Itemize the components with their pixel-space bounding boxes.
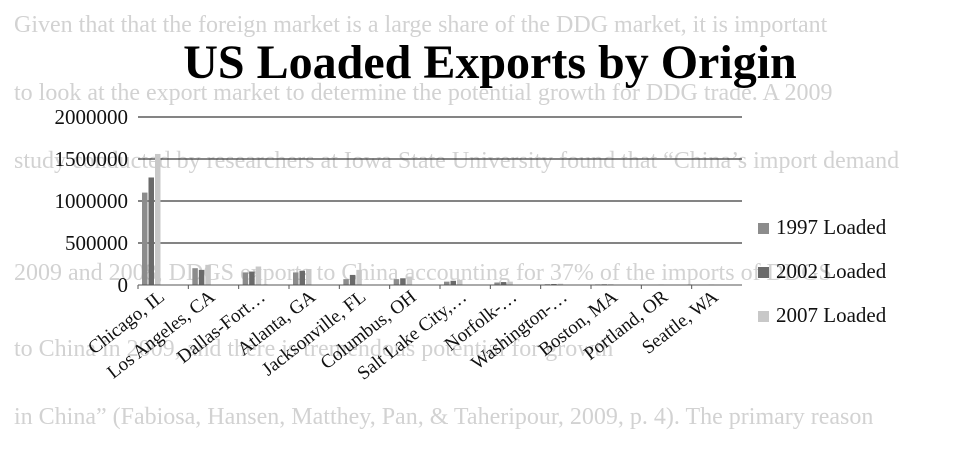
- y-tick-label: 2000000: [55, 105, 129, 129]
- bar-2-4: [299, 270, 305, 285]
- bar-2-1: [148, 177, 154, 285]
- bar-2-5: [349, 274, 356, 285]
- bar-2-8: [500, 282, 507, 285]
- legend-entry: 2007 Loaded: [776, 303, 887, 327]
- bar-3-2: [205, 264, 211, 285]
- bar-1-4: [293, 272, 299, 285]
- legend-swatch: [758, 223, 769, 234]
- legend-swatch: [758, 311, 769, 322]
- y-axis-ticks: 0 500000 1000000 1500000 2000000: [55, 105, 129, 297]
- bar-1-6: [393, 279, 400, 285]
- legend-swatch: [758, 267, 769, 278]
- bar-1-3: [242, 272, 249, 285]
- bar-1-1: [142, 192, 148, 285]
- bar-2-6: [400, 278, 406, 285]
- bar-2-3: [249, 271, 255, 285]
- bar-3-3: [255, 266, 262, 285]
- bar-3-9: [557, 283, 564, 285]
- bar-3-7: [457, 279, 463, 285]
- y-tick-label: 500000: [65, 231, 128, 255]
- bar-1-8: [494, 282, 500, 285]
- bar-1-2: [192, 268, 198, 285]
- legend-entry: 1997 Loaded: [776, 215, 887, 239]
- legend-entry: 2002 Loaded: [776, 259, 887, 283]
- bar-2-2: [198, 269, 205, 285]
- bars: [142, 153, 715, 286]
- bar-2-7: [450, 280, 456, 285]
- bar-3-6: [406, 276, 413, 285]
- legend: 1997 Loaded 2002 Loaded 2007 Loaded: [758, 215, 887, 327]
- x-axis: [137, 284, 742, 289]
- bar-3-1: [155, 153, 161, 285]
- bar-1-5: [343, 279, 349, 285]
- y-tick-label: 1000000: [55, 189, 129, 213]
- bar-1-7: [444, 281, 450, 285]
- bar-3-8: [507, 281, 513, 285]
- chart-title: US Loaded Exports by Origin: [183, 36, 796, 89]
- bar-2-9: [551, 283, 557, 285]
- gridlines: [138, 116, 742, 244]
- y-tick-label: 1500000: [55, 147, 129, 171]
- bar-3-5: [356, 269, 362, 285]
- bar-3-4: [306, 269, 312, 285]
- y-tick-label: 0: [118, 273, 129, 297]
